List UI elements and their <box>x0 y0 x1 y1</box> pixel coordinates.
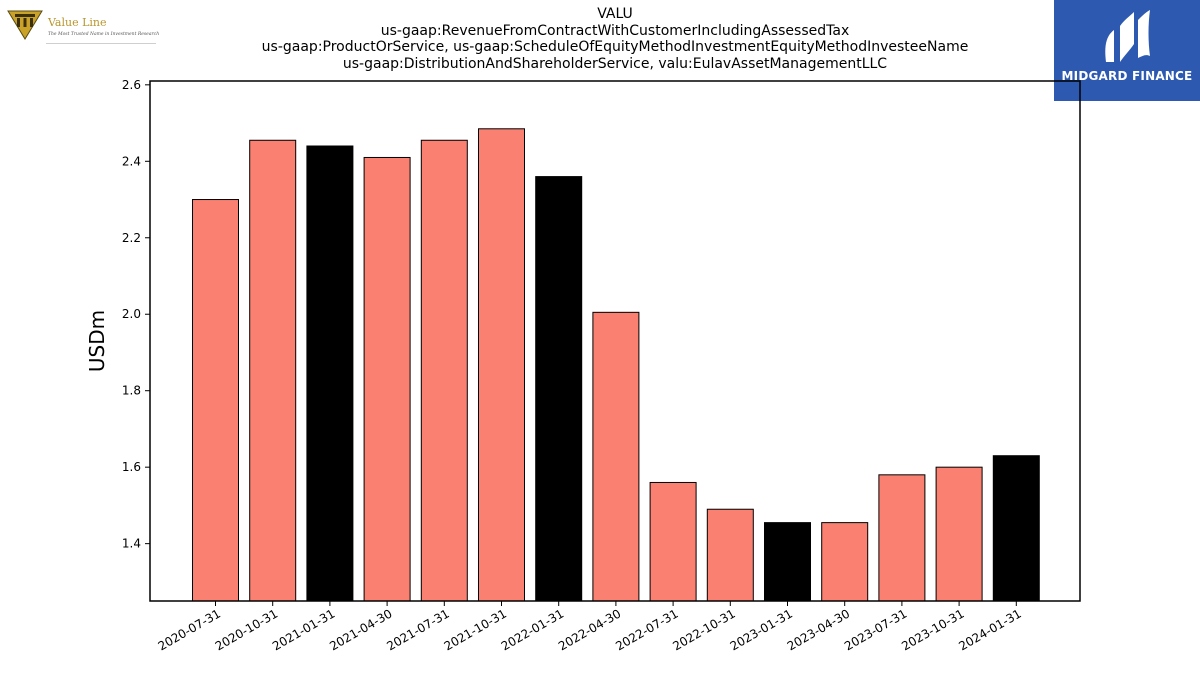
bar-2022-04-30 <box>592 311 640 602</box>
chart-title-line-4: us-gaap:DistributionAndShareholderServic… <box>342 56 888 72</box>
bar-2022-07-31 <box>649 481 697 602</box>
plot-area-frame <box>149 80 1081 602</box>
x-tick-label: 2021-07-31 <box>384 606 451 653</box>
bar-series <box>192 128 1040 602</box>
bar-2024-01-31 <box>992 455 1040 602</box>
bar-2023-07-31 <box>878 474 926 602</box>
bar-2022-01-31 <box>535 176 583 602</box>
logo-divider <box>46 43 156 44</box>
value-line-tagline: The Most Trusted Name in Investment Rese… <box>48 32 160 37</box>
value-line-logo: Value Line The Most Trusted Name in Inve… <box>6 6 160 44</box>
midgard-finance-emblem-icon <box>1105 10 1150 62</box>
bar-2021-01-31 <box>306 145 354 602</box>
value-line-emblem-icon <box>7 10 43 40</box>
chart-title-line-1: VALU <box>597 6 633 22</box>
bar-2021-07-31 <box>420 139 468 602</box>
x-tick-label: 2022-10-31 <box>670 606 737 653</box>
x-tick-label: 2021-10-31 <box>442 606 509 653</box>
x-tick-label: 2020-10-31 <box>213 606 280 653</box>
y-axis-label: USDm <box>85 310 109 372</box>
x-tick-label: 2021-04-30 <box>327 606 394 653</box>
bar-2023-10-31 <box>935 466 983 602</box>
x-axis-ticks: 2020-07-312020-10-312021-01-312021-04-30… <box>156 601 1024 653</box>
x-tick-label: 2024-01-31 <box>956 606 1023 653</box>
bar-2020-07-31 <box>192 199 239 602</box>
x-tick-label: 2023-04-30 <box>785 606 852 653</box>
y-tick-label: 2.0 <box>122 307 141 321</box>
midgard-finance-name: MIDGARD FINANCE <box>1061 69 1193 83</box>
x-tick-label: 2021-01-31 <box>270 606 337 653</box>
chart-title-line-3: us-gaap:ProductOrService, us-gaap:Schedu… <box>261 39 969 55</box>
bar-2023-01-31 <box>764 522 811 602</box>
y-tick-label: 1.4 <box>122 537 141 551</box>
bar-2022-10-31 <box>706 508 754 602</box>
y-tick-label: 2.6 <box>122 78 141 92</box>
x-tick-label: 2023-01-31 <box>728 606 795 653</box>
bar-2021-04-30 <box>363 156 411 602</box>
y-axis-ticks: 1.4 1.6 1.8 2.0 2.2 2.4 2.6 <box>122 78 150 551</box>
value-line-brand-text: Value Line <box>48 16 107 29</box>
y-tick-label: 1.8 <box>122 384 141 398</box>
x-tick-label: 2023-10-31 <box>899 606 966 653</box>
x-tick-label: 2022-01-31 <box>499 606 566 653</box>
bar-2021-10-31 <box>478 128 525 602</box>
x-tick-label: 2022-04-30 <box>556 606 623 653</box>
y-tick-label: 1.6 <box>122 460 141 474</box>
bar-2023-04-30 <box>821 522 869 602</box>
x-tick-label: 2020-07-31 <box>156 606 223 653</box>
y-tick-label: 2.4 <box>122 154 141 168</box>
chart-title-line-2: us-gaap:RevenueFromContractWithCustomerI… <box>380 23 850 39</box>
x-tick-label: 2023-07-31 <box>842 606 909 653</box>
x-tick-label: 2022-07-31 <box>613 606 680 653</box>
midgard-finance-logo: MIDGARD FINANCE <box>1054 0 1200 101</box>
y-tick-label: 2.2 <box>122 231 141 245</box>
bar-2020-10-31 <box>249 139 297 602</box>
